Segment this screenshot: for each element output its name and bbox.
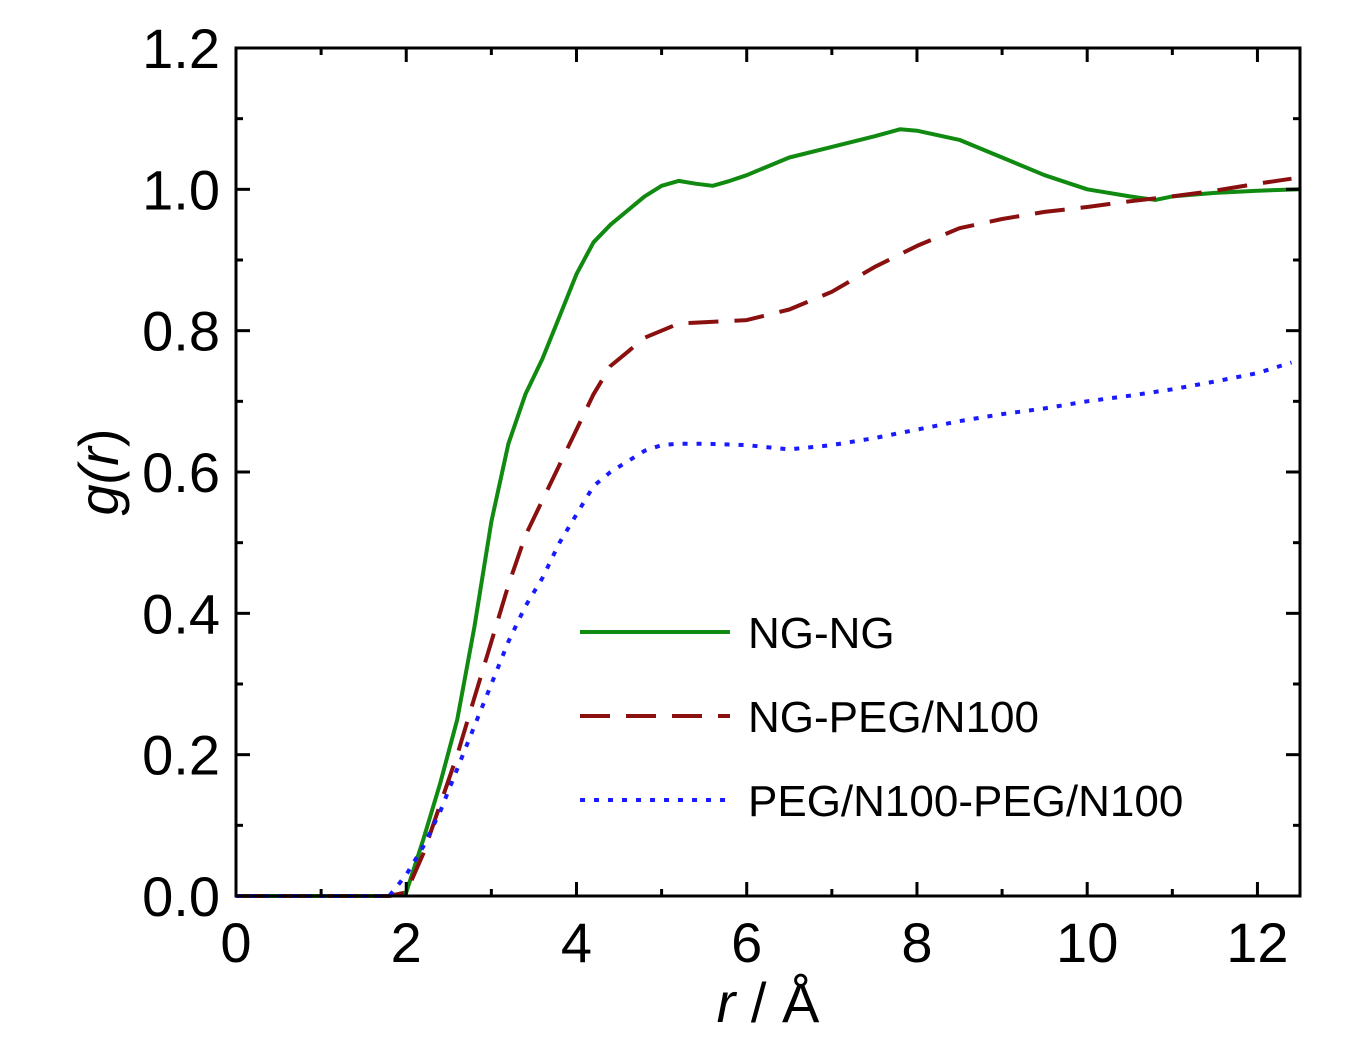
- y-tick-label: 0.2: [142, 724, 220, 787]
- y-axis-title-var: r: [67, 445, 130, 466]
- legend-label-3: PEG/N100-PEG/N100: [748, 777, 1183, 826]
- x-axis-title-unit: / Å: [735, 971, 820, 1034]
- y-axis-title-close: ): [67, 428, 130, 447]
- y-axis-title: g(r): [67, 428, 130, 515]
- x-tick-label: 10: [1056, 911, 1118, 974]
- legend-label-2: NG-PEG/N100: [748, 693, 1039, 742]
- y-tick-label: 1.0: [142, 158, 220, 221]
- series-line-1: [236, 127, 1301, 898]
- y-tick-label: 0.4: [142, 582, 220, 645]
- y-axis-title-open: g(: [67, 460, 130, 515]
- x-axis-title-var: r: [717, 971, 738, 1034]
- axes: 0 2 4 6 8 10 12 0.0 0.2 0.4 0.6 0.8 1.0 1.2: [142, 17, 1300, 974]
- x-tick-label: 2: [391, 911, 422, 974]
- x-tick-label: 12: [1226, 911, 1288, 974]
- y-tick-label: 0.8: [142, 300, 220, 363]
- y-tick-label: 0.0: [142, 865, 220, 928]
- plot-frame: [234, 46, 1302, 898]
- y-tick-label: 0.6: [142, 441, 220, 504]
- legend: NG-NG NG-PEG/N100 PEG/N100-PEG/N100: [580, 609, 1183, 826]
- x-tick-label: 0: [220, 911, 251, 974]
- x-axis-title: r / Å: [717, 971, 820, 1034]
- x-tick-label: 8: [901, 911, 932, 974]
- series-group: [236, 127, 1301, 898]
- series-line-2: [236, 176, 1292, 898]
- x-tick-label: 4: [561, 911, 592, 974]
- x-tick-label: 6: [731, 911, 762, 974]
- legend-label-1: NG-NG: [748, 609, 895, 658]
- y-tick-label: 1.2: [142, 17, 220, 80]
